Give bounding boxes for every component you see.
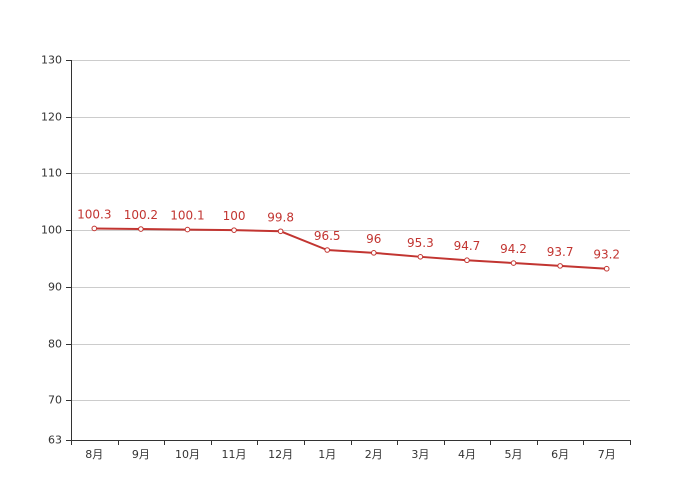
data-label: 100: [223, 209, 246, 223]
data-point: [91, 225, 98, 232]
x-tick-label: 12月: [268, 448, 293, 461]
data-label: 93.7: [547, 245, 574, 259]
x-tick-label: 4月: [458, 448, 476, 461]
x-tick-label: 3月: [411, 448, 429, 461]
x-tick-label: 8月: [85, 448, 103, 461]
data-labels: 100.3 100.2 100.1 100 99.8 96.5 96 95.3 94.7 94.2…: [77, 207, 620, 261]
y-tick-label: 110: [41, 167, 62, 180]
y-tick-label: 120: [41, 111, 62, 124]
data-label: 96: [366, 232, 381, 246]
x-axis-tick-labels: 8月 9月 10月 11月 12月 1月 2月 3月 4月 5月 6月 7月: [85, 448, 615, 461]
data-point: [417, 254, 424, 260]
data-points: [91, 225, 610, 272]
x-tick-label: 10月: [175, 448, 200, 461]
axes: [66, 60, 631, 445]
x-tick-label: 6月: [551, 448, 569, 461]
x-tick-label: 9月: [132, 448, 150, 461]
series-line: [94, 227, 607, 270]
data-label: 94.7: [454, 239, 481, 253]
data-point: [138, 226, 144, 232]
data-point: [464, 257, 470, 264]
grid-lines: [71, 60, 630, 401]
x-tick-label: 11月: [222, 448, 247, 461]
data-point: [184, 226, 191, 233]
y-tick-label: 90: [48, 281, 62, 294]
y-tick-label: 130: [41, 54, 62, 67]
data-point: [510, 260, 517, 266]
data-label: 93.2: [593, 248, 620, 262]
data-label: 94.2: [500, 242, 527, 256]
data-point: [557, 263, 563, 269]
data-point: [277, 228, 284, 235]
data-label: 100.1: [170, 209, 204, 223]
data-point: [370, 250, 377, 256]
x-tick-label: 2月: [365, 448, 383, 461]
y-tick-label: 63: [48, 434, 62, 447]
y-tick-label: 100: [41, 224, 62, 237]
data-label: 96.5: [314, 229, 341, 243]
data-label: 95.3: [407, 236, 434, 250]
data-label: 99.8: [267, 210, 294, 224]
x-tick-label: 5月: [505, 448, 523, 461]
x-tick-label: 1月: [318, 448, 336, 461]
data-label: 100.3: [77, 207, 111, 221]
data-point: [231, 227, 237, 233]
data-point: [603, 265, 610, 272]
x-tick-label: 7月: [598, 448, 616, 461]
y-axis-tick-labels: 63 70 80 90 100 110 120 130: [41, 54, 62, 447]
y-tick-label: 80: [48, 338, 62, 351]
data-label: 100.2: [124, 208, 158, 222]
data-point: [324, 247, 331, 253]
y-tick-label: 70: [48, 394, 62, 407]
series-line-path: [94, 227, 607, 270]
